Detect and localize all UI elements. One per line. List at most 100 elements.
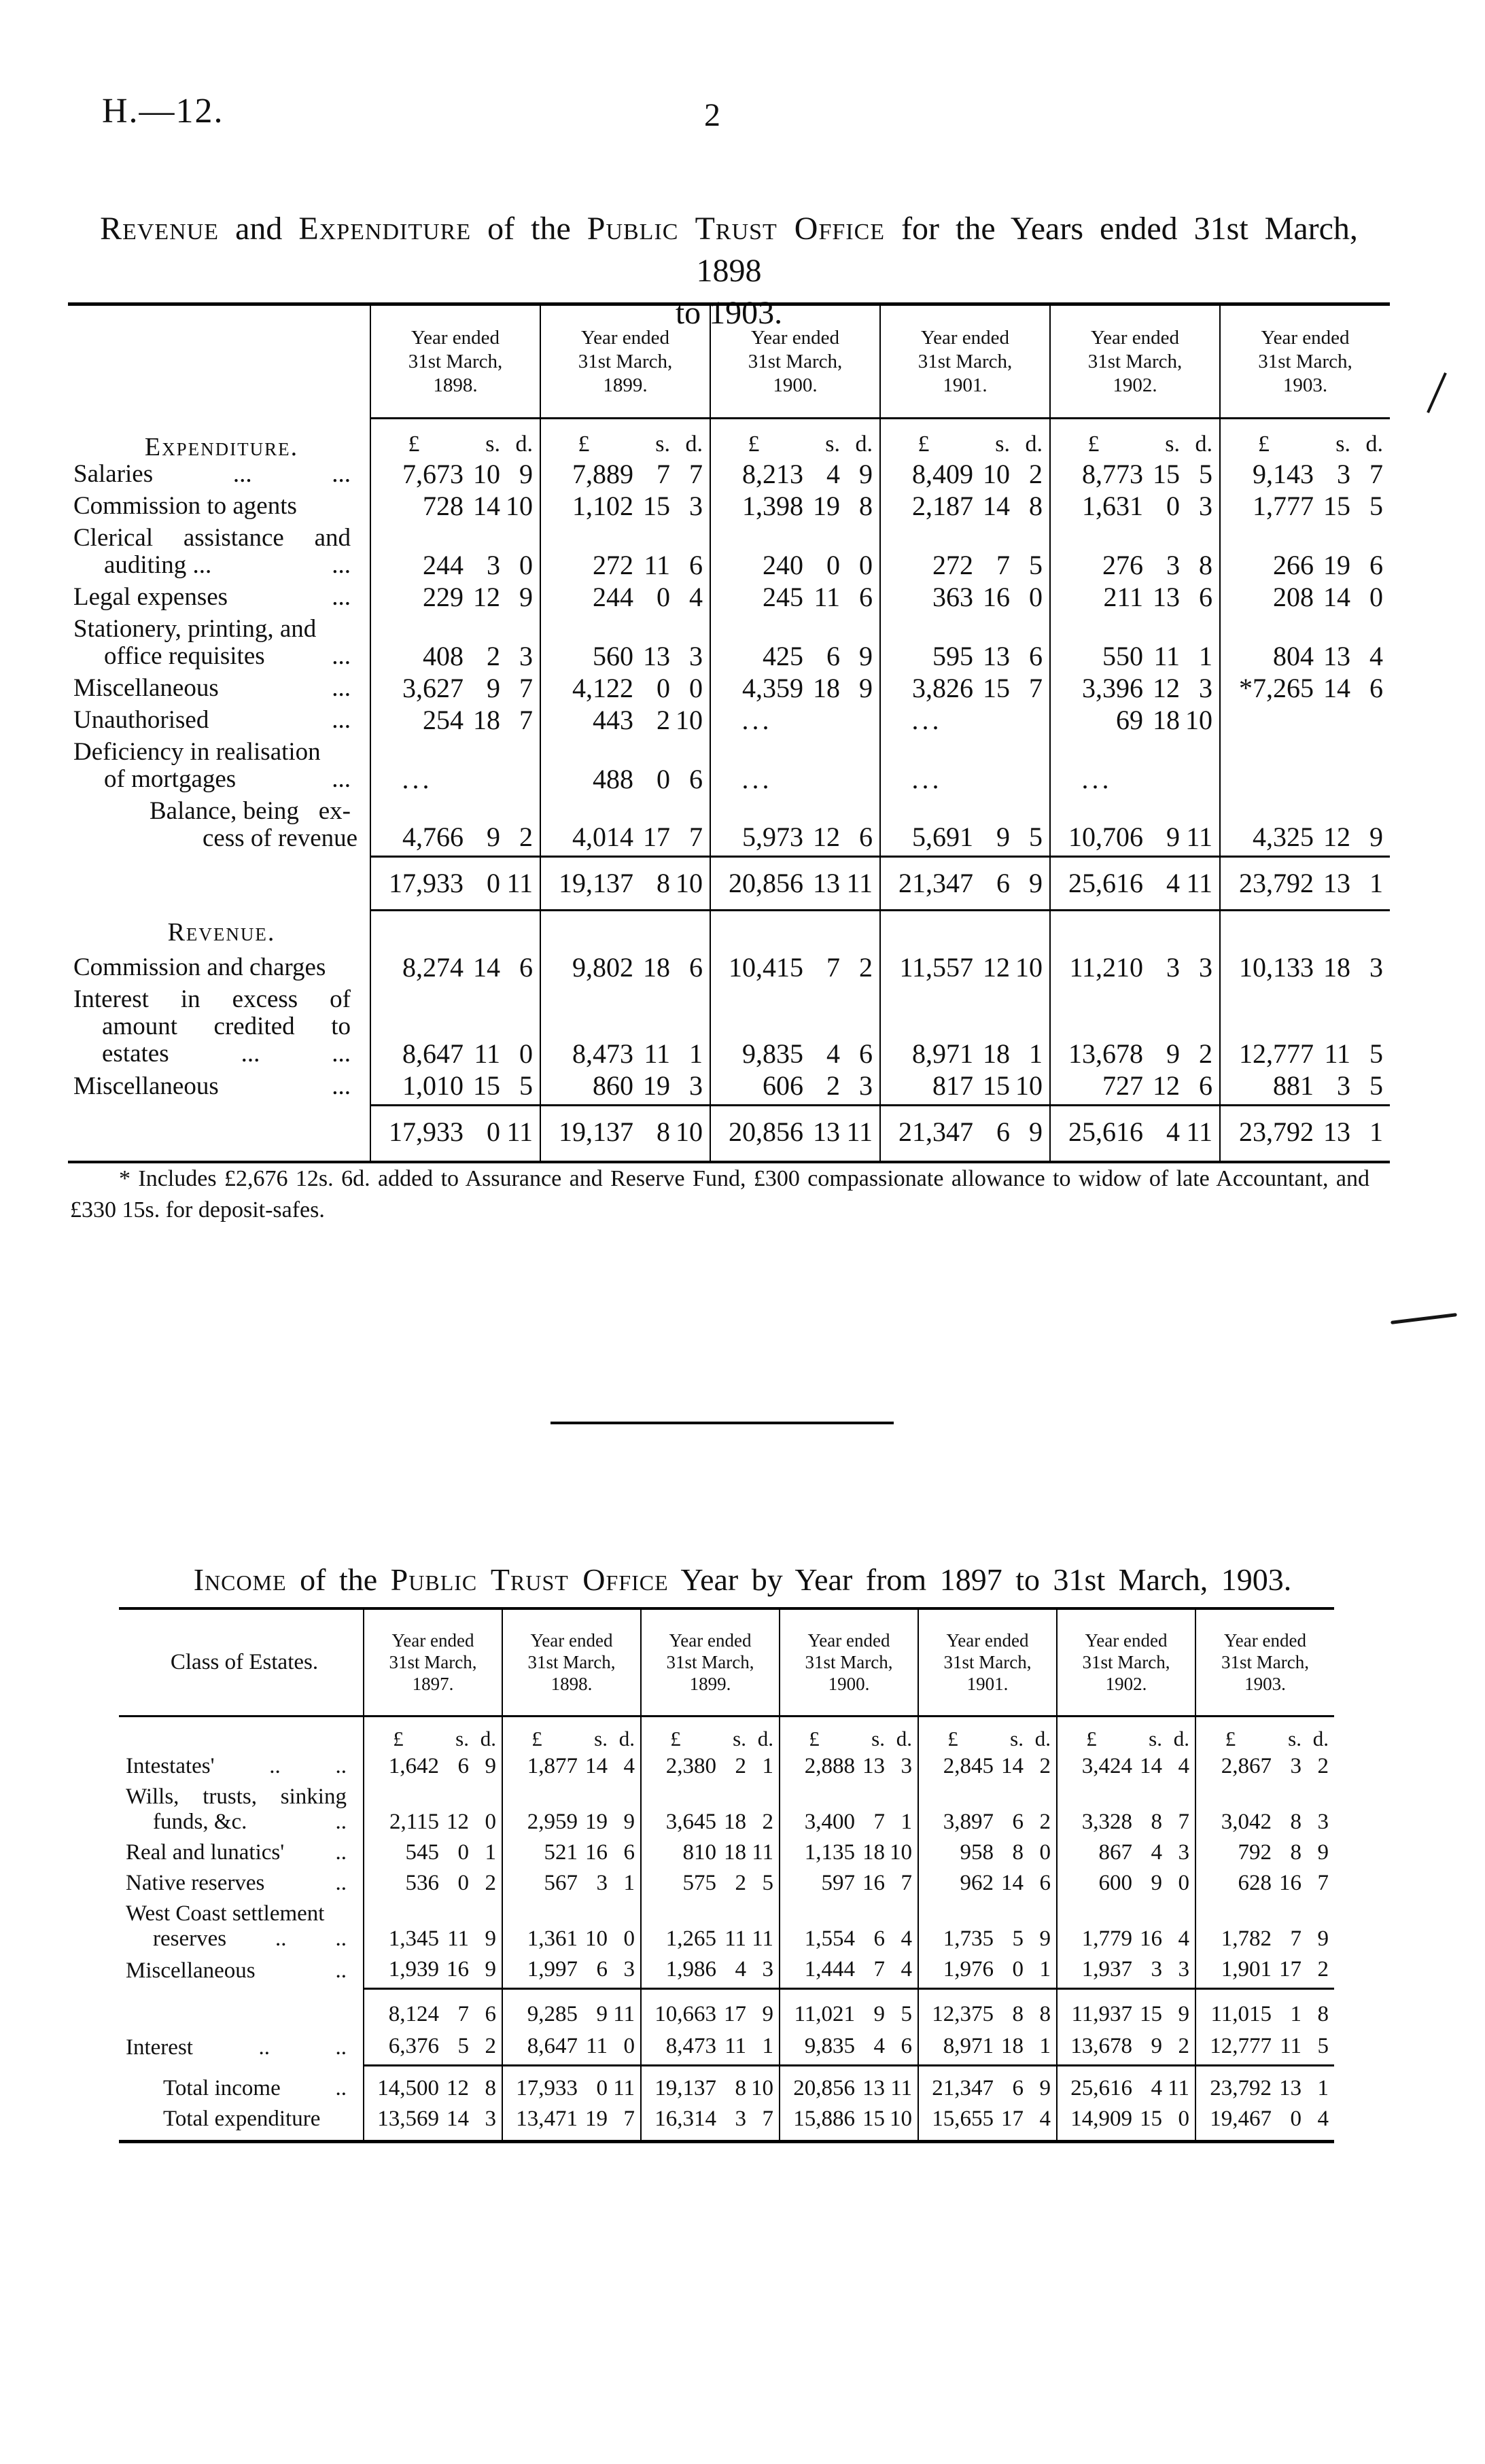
- amount-cell: 3,400 7 1: [779, 1784, 918, 1840]
- amount-cell: 363 16 0: [879, 583, 1050, 616]
- pounds-value: 1,986: [665, 1957, 716, 1982]
- amount-cell: 276 3 8: [1049, 524, 1220, 584]
- pounds-value: 600: [1098, 1871, 1133, 1895]
- pence-value: 6: [623, 1840, 635, 1865]
- pence-value: 9: [1317, 1840, 1329, 1865]
- amount-cell: ...: [879, 706, 1050, 739]
- shillings-value: 12: [813, 822, 840, 852]
- table-row-wills-trusts-sinking-funds: Wills, trusts, sinking funds, &c... 2,115 12 0…: [119, 1784, 1334, 1840]
- shillings-value: 2: [735, 1754, 747, 1778]
- pence-value: 9: [1029, 1116, 1043, 1147]
- year-column-header: Year ended 31st March, 1902.: [1049, 304, 1220, 419]
- pence-value: 11: [752, 1926, 773, 1951]
- year-column-header: Year ended 31st March, 1902.: [1056, 1608, 1195, 1717]
- pounds-value: 10,133: [1239, 951, 1314, 983]
- pence-value: 9: [859, 640, 873, 671]
- amount-cell: 20,856 13 11: [779, 2064, 918, 2107]
- pounds-value: 14,500: [377, 2076, 439, 2100]
- shillings-value: 13: [983, 640, 1010, 671]
- amount-cell: *7,265 14 6: [1219, 674, 1390, 707]
- pence-value: 3: [1178, 1957, 1190, 1982]
- pence-value: 4: [623, 1754, 635, 1778]
- shillings-value: 16: [447, 1957, 469, 1982]
- pence-value: 1: [689, 1038, 703, 1069]
- amount-cell: ...: [879, 738, 1050, 798]
- pence-value: 10: [506, 490, 533, 521]
- title-segment: Year by Year from 1897 to 31st March, 19…: [668, 1562, 1292, 1597]
- amount-cell: 19,137 8 10: [540, 1104, 710, 1162]
- shillings-value: 15: [862, 2107, 885, 2131]
- shillings-value: 13: [1323, 868, 1350, 898]
- pounds-value: 3,645: [665, 1810, 716, 1834]
- amount-cell: 521 16 6: [502, 1840, 641, 1871]
- shillings-value: 10: [473, 458, 500, 489]
- amount-cell: 2,187 14 8: [879, 492, 1050, 525]
- shillings-value: 4: [1166, 868, 1180, 898]
- pounds-symbol: £: [1225, 1727, 1236, 1750]
- pounds-value: 208: [1273, 581, 1314, 612]
- shillings-value: 16: [862, 1871, 885, 1895]
- pence-value: 10: [890, 2107, 912, 2131]
- title-segment: of the: [471, 211, 587, 247]
- shillings-value: 5: [1012, 1926, 1024, 1951]
- pence-value: 3: [623, 1957, 635, 1982]
- table-row-unauthorised: Unauthorised... 254 18 7 443 2 10...... 69 18 10: [68, 706, 1390, 739]
- pence-value: 1: [485, 1840, 497, 1865]
- shillings-value: 15: [473, 1070, 500, 1101]
- shillings-value: 9: [487, 672, 500, 703]
- pence-value: 4: [1039, 2107, 1051, 2131]
- pence-value: 6: [689, 763, 703, 794]
- shillings-value: 0: [596, 2076, 608, 2100]
- amount-cell: 7,889 7 7: [540, 458, 710, 493]
- shillings-value: 7: [457, 2002, 470, 2026]
- row-label: Miscellaneous..: [126, 1958, 347, 1983]
- amount-cell: 962 14 6: [918, 1871, 1057, 1901]
- amount-cell: 727 12 6: [1049, 1072, 1220, 1105]
- shillings-value: 13: [813, 868, 840, 898]
- pence-value: 7: [1317, 1871, 1329, 1895]
- year-column-header: Year ended 31st March, 1901.: [879, 304, 1050, 419]
- pounds-value: 962: [960, 1871, 994, 1895]
- shillings-value: 12: [473, 581, 500, 612]
- pence-value: 7: [689, 458, 703, 489]
- shillings-value: 19: [585, 2107, 608, 2131]
- nil-dots: ...: [911, 763, 943, 794]
- pounds-value: 567: [544, 1871, 578, 1895]
- pounds-symbol: £: [809, 1727, 820, 1750]
- pence-value: 7: [519, 672, 533, 703]
- pence-value: 2: [1199, 1038, 1212, 1069]
- pence-value: 4: [1178, 1926, 1190, 1951]
- row-label: Interest in excess of amount credited to estate…: [73, 985, 351, 1068]
- pounds-value: 3,042: [1221, 1810, 1272, 1834]
- shillings-value: 19: [813, 490, 840, 521]
- pence-value: 11: [506, 1116, 533, 1147]
- shillings-value: 0: [1166, 490, 1180, 521]
- amount-cell: ...: [710, 706, 880, 739]
- shillings-value: 2: [487, 640, 500, 671]
- shillings-value: 8: [1012, 1840, 1024, 1865]
- pence-value: 1: [1029, 1038, 1043, 1069]
- shillings-value: 18: [724, 1810, 746, 1834]
- amount-cell: 567 3 1: [502, 1871, 641, 1901]
- pounds-value: 881: [1273, 1070, 1314, 1101]
- amount-cell: 810 18 11: [640, 1840, 780, 1871]
- shillings-value: 9: [1151, 2034, 1163, 2058]
- amount-cell: 272 7 5: [879, 524, 1050, 584]
- amount-cell: 1,976 0 1: [918, 1957, 1057, 1989]
- shillings-value: 13: [862, 2076, 885, 2100]
- pence-value: 1: [1039, 2034, 1051, 2058]
- pounds-value: 244: [593, 581, 633, 612]
- pounds-value: 2,959: [527, 1810, 578, 1834]
- shillings-value: 9: [873, 2002, 886, 2026]
- pounds-value: 19,137: [654, 2076, 716, 2100]
- pounds-value: 21,347: [898, 868, 973, 898]
- shillings-value: 15: [1140, 2002, 1162, 2026]
- footnote: * Includes £2,676 12s. 6d. added to Assu…: [70, 1166, 1369, 1222]
- amount-cell: 19,137 8 10: [640, 2064, 780, 2107]
- pounds-value: 3,826: [912, 672, 973, 703]
- pounds-value: 1,777: [1253, 490, 1314, 521]
- pence-value: 5: [1199, 458, 1212, 489]
- amount-cell: £ s. d.: [363, 1716, 502, 1754]
- title-segment: Public Trust Office: [587, 211, 886, 247]
